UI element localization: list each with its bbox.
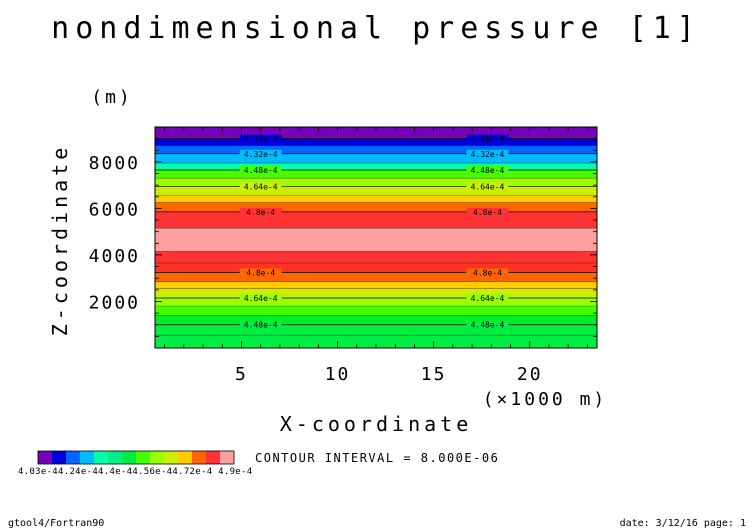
- x-unit-label: (×1000 m): [483, 389, 608, 410]
- contour-label-1-1: 4.64e-4: [471, 294, 505, 303]
- colorbar-swatch-5: [108, 451, 122, 464]
- y-unit-label: (m): [91, 87, 133, 108]
- contour-label-6-1: 4.32e-4: [471, 150, 505, 159]
- contour-label-6-0: 4.32e-4: [244, 150, 278, 159]
- band-12: [155, 202, 597, 212]
- band-19: [155, 145, 597, 154]
- contour-label-bg-2-1: [466, 268, 509, 277]
- contour-label-bg-6-1: [466, 149, 509, 158]
- contour-label-7-0: 4.16e-4: [244, 135, 278, 144]
- colorbar-swatch-4: [94, 451, 108, 464]
- contour-bands: [155, 127, 597, 348]
- colorbar-swatch-10: [178, 451, 192, 464]
- colorbar-swatch-1: [52, 451, 66, 464]
- band-18: [155, 153, 597, 164]
- y-tick-label-1: 4000: [89, 246, 140, 267]
- colorbar-swatch-9: [164, 451, 178, 464]
- x-axis-label: X-coordinate: [280, 412, 473, 436]
- x-tick-label-3: 20: [517, 364, 543, 385]
- y-axis-label: Z-coordinate: [48, 144, 72, 337]
- band-7: [155, 272, 597, 282]
- contour-label-bg-1-0: [239, 293, 282, 302]
- y-tick-label-3: 8000: [89, 153, 140, 174]
- band-14: [155, 186, 597, 196]
- chart-title: nondimensional pressure [1]: [51, 11, 701, 46]
- band-3: [155, 306, 597, 316]
- band-17: [155, 163, 597, 171]
- band-6: [155, 281, 597, 289]
- contour-label-4-0: 4.64e-4: [244, 182, 278, 191]
- contour-label-5-0: 4.48e-4: [244, 166, 278, 175]
- band-2: [155, 315, 597, 325]
- contour-label-bg-4-1: [466, 182, 509, 191]
- contour-label-bg-3-0: [239, 207, 282, 216]
- contour-label-bg-7-1: [466, 134, 509, 143]
- footer-right-text: date: 3/12/16 page: 1: [620, 518, 746, 529]
- contour-label-5-1: 4.48e-4: [471, 166, 505, 175]
- band-20: [155, 138, 597, 146]
- band-10: [155, 228, 597, 252]
- contour-label-bg-3-1: [466, 207, 509, 216]
- colorbar-swatch-8: [150, 451, 164, 464]
- colorbar-tick-labels: 4.03e-44.24e-44.4e-44.56e-44.72e-4 4.9e-…: [18, 467, 252, 477]
- contour-label-0-0: 4.48e-4: [244, 321, 278, 330]
- contour-interval-text: CONTOUR INTERVAL = 8.000E-06: [255, 451, 499, 465]
- x-tick-label-1: 10: [325, 364, 351, 385]
- x-tick-label-2: 15: [421, 364, 447, 385]
- contour-label-7-1: 4.16e-4: [471, 135, 505, 144]
- contour-label-2-0: 4.8e-4: [246, 268, 275, 277]
- contour-label-bg-4-0: [239, 182, 282, 191]
- colorbar-frame: [37, 450, 235, 465]
- band-11: [155, 211, 597, 229]
- colorbar-swatch-11: [192, 451, 206, 464]
- contour-label-2-1: 4.8e-4: [473, 268, 502, 277]
- footer-left-text: gtool4/Fortran90: [8, 518, 104, 529]
- contour-label-bg-0-1: [466, 320, 509, 329]
- colorbar-swatch-7: [136, 451, 150, 464]
- band-15: [155, 178, 597, 187]
- contour-label-bg-7-0: [239, 134, 282, 143]
- y-tick-label-2: 6000: [89, 199, 140, 220]
- band-21: [155, 127, 597, 139]
- colorbar-swatch-0: [38, 451, 52, 464]
- contour-label-1-0: 4.64e-4: [244, 294, 278, 303]
- contour-label-3-0: 4.8e-4: [246, 208, 275, 217]
- contour-label-bg-0-0: [239, 320, 282, 329]
- colorbar-swatch-13: [220, 451, 234, 464]
- y-tick-label-0: 2000: [89, 292, 140, 313]
- band-16: [155, 170, 597, 179]
- band-4: [155, 297, 597, 307]
- contour-label-bg-2-0: [239, 268, 282, 277]
- colorbar-swatch-2: [66, 451, 80, 464]
- contour-label-bg-6-0: [239, 149, 282, 158]
- contour-label-4-1: 4.64e-4: [471, 182, 505, 191]
- band-8: [155, 263, 597, 273]
- contour-label-3-1: 4.8e-4: [473, 208, 502, 217]
- contour-label-bg-1-1: [466, 293, 509, 302]
- contour-label-bg-5-0: [239, 166, 282, 175]
- axes: 5 10 15 20 2000 4000 6000 8000: [89, 126, 598, 385]
- contour-lines: 4.48e-4 4.48e-4 4.64e-4 4.64e-4 4.8e-4 4.8e-4…: [155, 134, 597, 336]
- contour-label-0-1: 4.48e-4: [471, 321, 505, 330]
- band-1: [155, 324, 597, 336]
- colorbar: [37, 450, 235, 465]
- x-tick-label-0: 5: [235, 364, 248, 385]
- band-0: [155, 335, 597, 348]
- colorbar-swatch-3: [80, 451, 94, 464]
- band-9: [155, 251, 597, 264]
- contour-label-bg-5-1: [466, 166, 509, 175]
- colorbar-swatch-6: [122, 451, 136, 464]
- band-13: [155, 195, 597, 203]
- band-5: [155, 288, 597, 298]
- colorbar-swatch-12: [206, 451, 220, 464]
